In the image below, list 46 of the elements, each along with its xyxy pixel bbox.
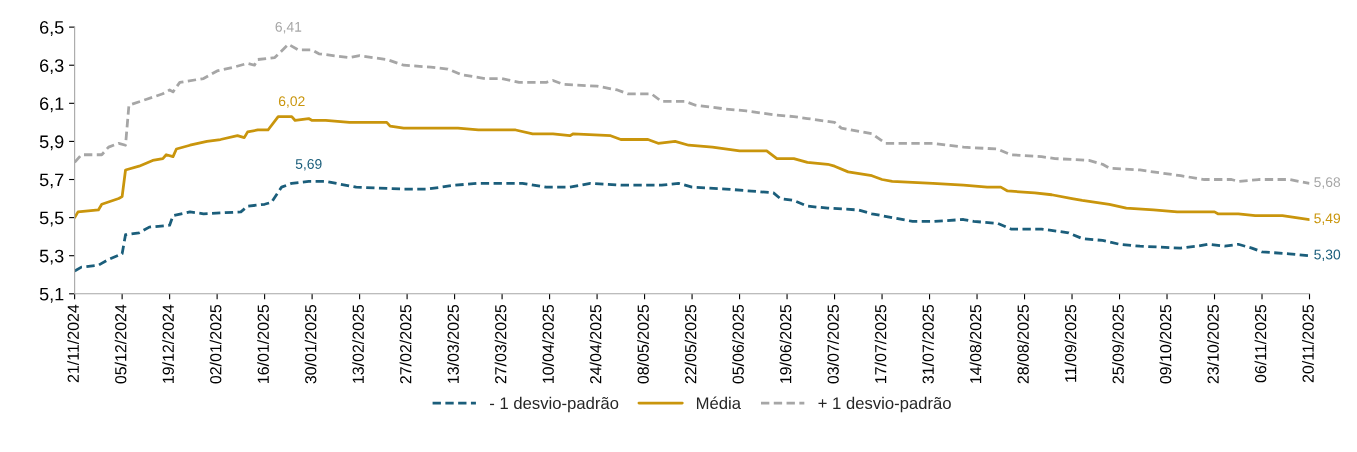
x-tick-label: 20/11/2025 bbox=[1302, 304, 1314, 383]
x-tick-label: 31/07/2025 bbox=[922, 304, 934, 384]
x-tick-label: 08/05/2025 bbox=[637, 304, 649, 384]
y-tick-label: 5,9 bbox=[39, 135, 64, 151]
x-tick-label: 16/01/2025 bbox=[257, 304, 269, 383]
x-tick-label: 23/10/2025 bbox=[1207, 304, 1219, 384]
y-tick-label: 5,7 bbox=[39, 173, 64, 189]
y-tick-label: 5,1 bbox=[39, 287, 64, 303]
y-tick-label: 6,3 bbox=[40, 59, 64, 75]
x-tick-label: 28/08/2025 bbox=[1017, 304, 1029, 384]
x-tick-label: 13/03/2025 bbox=[447, 304, 459, 383]
annotation: 6,41 bbox=[275, 21, 302, 34]
x-tick-label: 11/09/2025 bbox=[1064, 304, 1077, 382]
x-tick-label: 13/02/2025 bbox=[352, 304, 364, 383]
line-series bbox=[74, 115, 1310, 221]
x-tick-label: 05/06/2025 bbox=[732, 304, 744, 384]
x-tick-label: 03/07/2025 bbox=[827, 304, 839, 384]
annotation: 5,49 bbox=[1314, 213, 1341, 225]
x-tick-label: 25/09/2025 bbox=[1112, 304, 1124, 384]
x-tick-label: 30/01/2025 bbox=[304, 304, 317, 384]
legend-label: - 1 desvio-padrão bbox=[490, 396, 619, 413]
annotation: 5,68 bbox=[1314, 177, 1341, 189]
y-tick-label: 5,5 bbox=[39, 211, 64, 227]
x-tick-label: 05/12/2024 bbox=[114, 304, 127, 384]
x-tick-label: 17/07/2025 bbox=[874, 304, 887, 383]
y-tick-label: 6,1 bbox=[40, 97, 64, 113]
x-tick-label: 19/12/2024 bbox=[162, 304, 174, 383]
legend-label: + 1 desvio-padrão bbox=[818, 396, 951, 413]
x-tick-label: 27/02/2025 bbox=[399, 304, 412, 384]
annotation: 6,02 bbox=[278, 96, 305, 108]
x-tick-label: 10/04/2025 bbox=[542, 304, 554, 383]
annotation: 5,30 bbox=[1314, 249, 1341, 262]
y-tick-label: 6,5 bbox=[40, 21, 64, 36]
x-tick-label: 19/06/2025 bbox=[779, 304, 792, 383]
x-tick-label: 14/08/2025 bbox=[969, 304, 982, 383]
legend-label: Média bbox=[696, 396, 742, 410]
y-tick-label: 5,3 bbox=[39, 249, 64, 265]
x-tick-label: 27/03/2025 bbox=[494, 304, 507, 384]
x-tick-label: 09/10/2025 bbox=[1159, 304, 1172, 384]
x-tick-label: 24/04/2025 bbox=[589, 304, 602, 384]
x-tick-label: 06/11/2025 bbox=[1254, 304, 1267, 383]
x-tick-label: 02/01/2025 bbox=[209, 304, 222, 384]
annotation: 5,69 bbox=[295, 159, 322, 171]
line-series bbox=[74, 180, 1310, 273]
x-tick-label: 21/11/2024 bbox=[67, 304, 79, 383]
x-tick-label: 22/05/2025 bbox=[684, 304, 697, 384]
